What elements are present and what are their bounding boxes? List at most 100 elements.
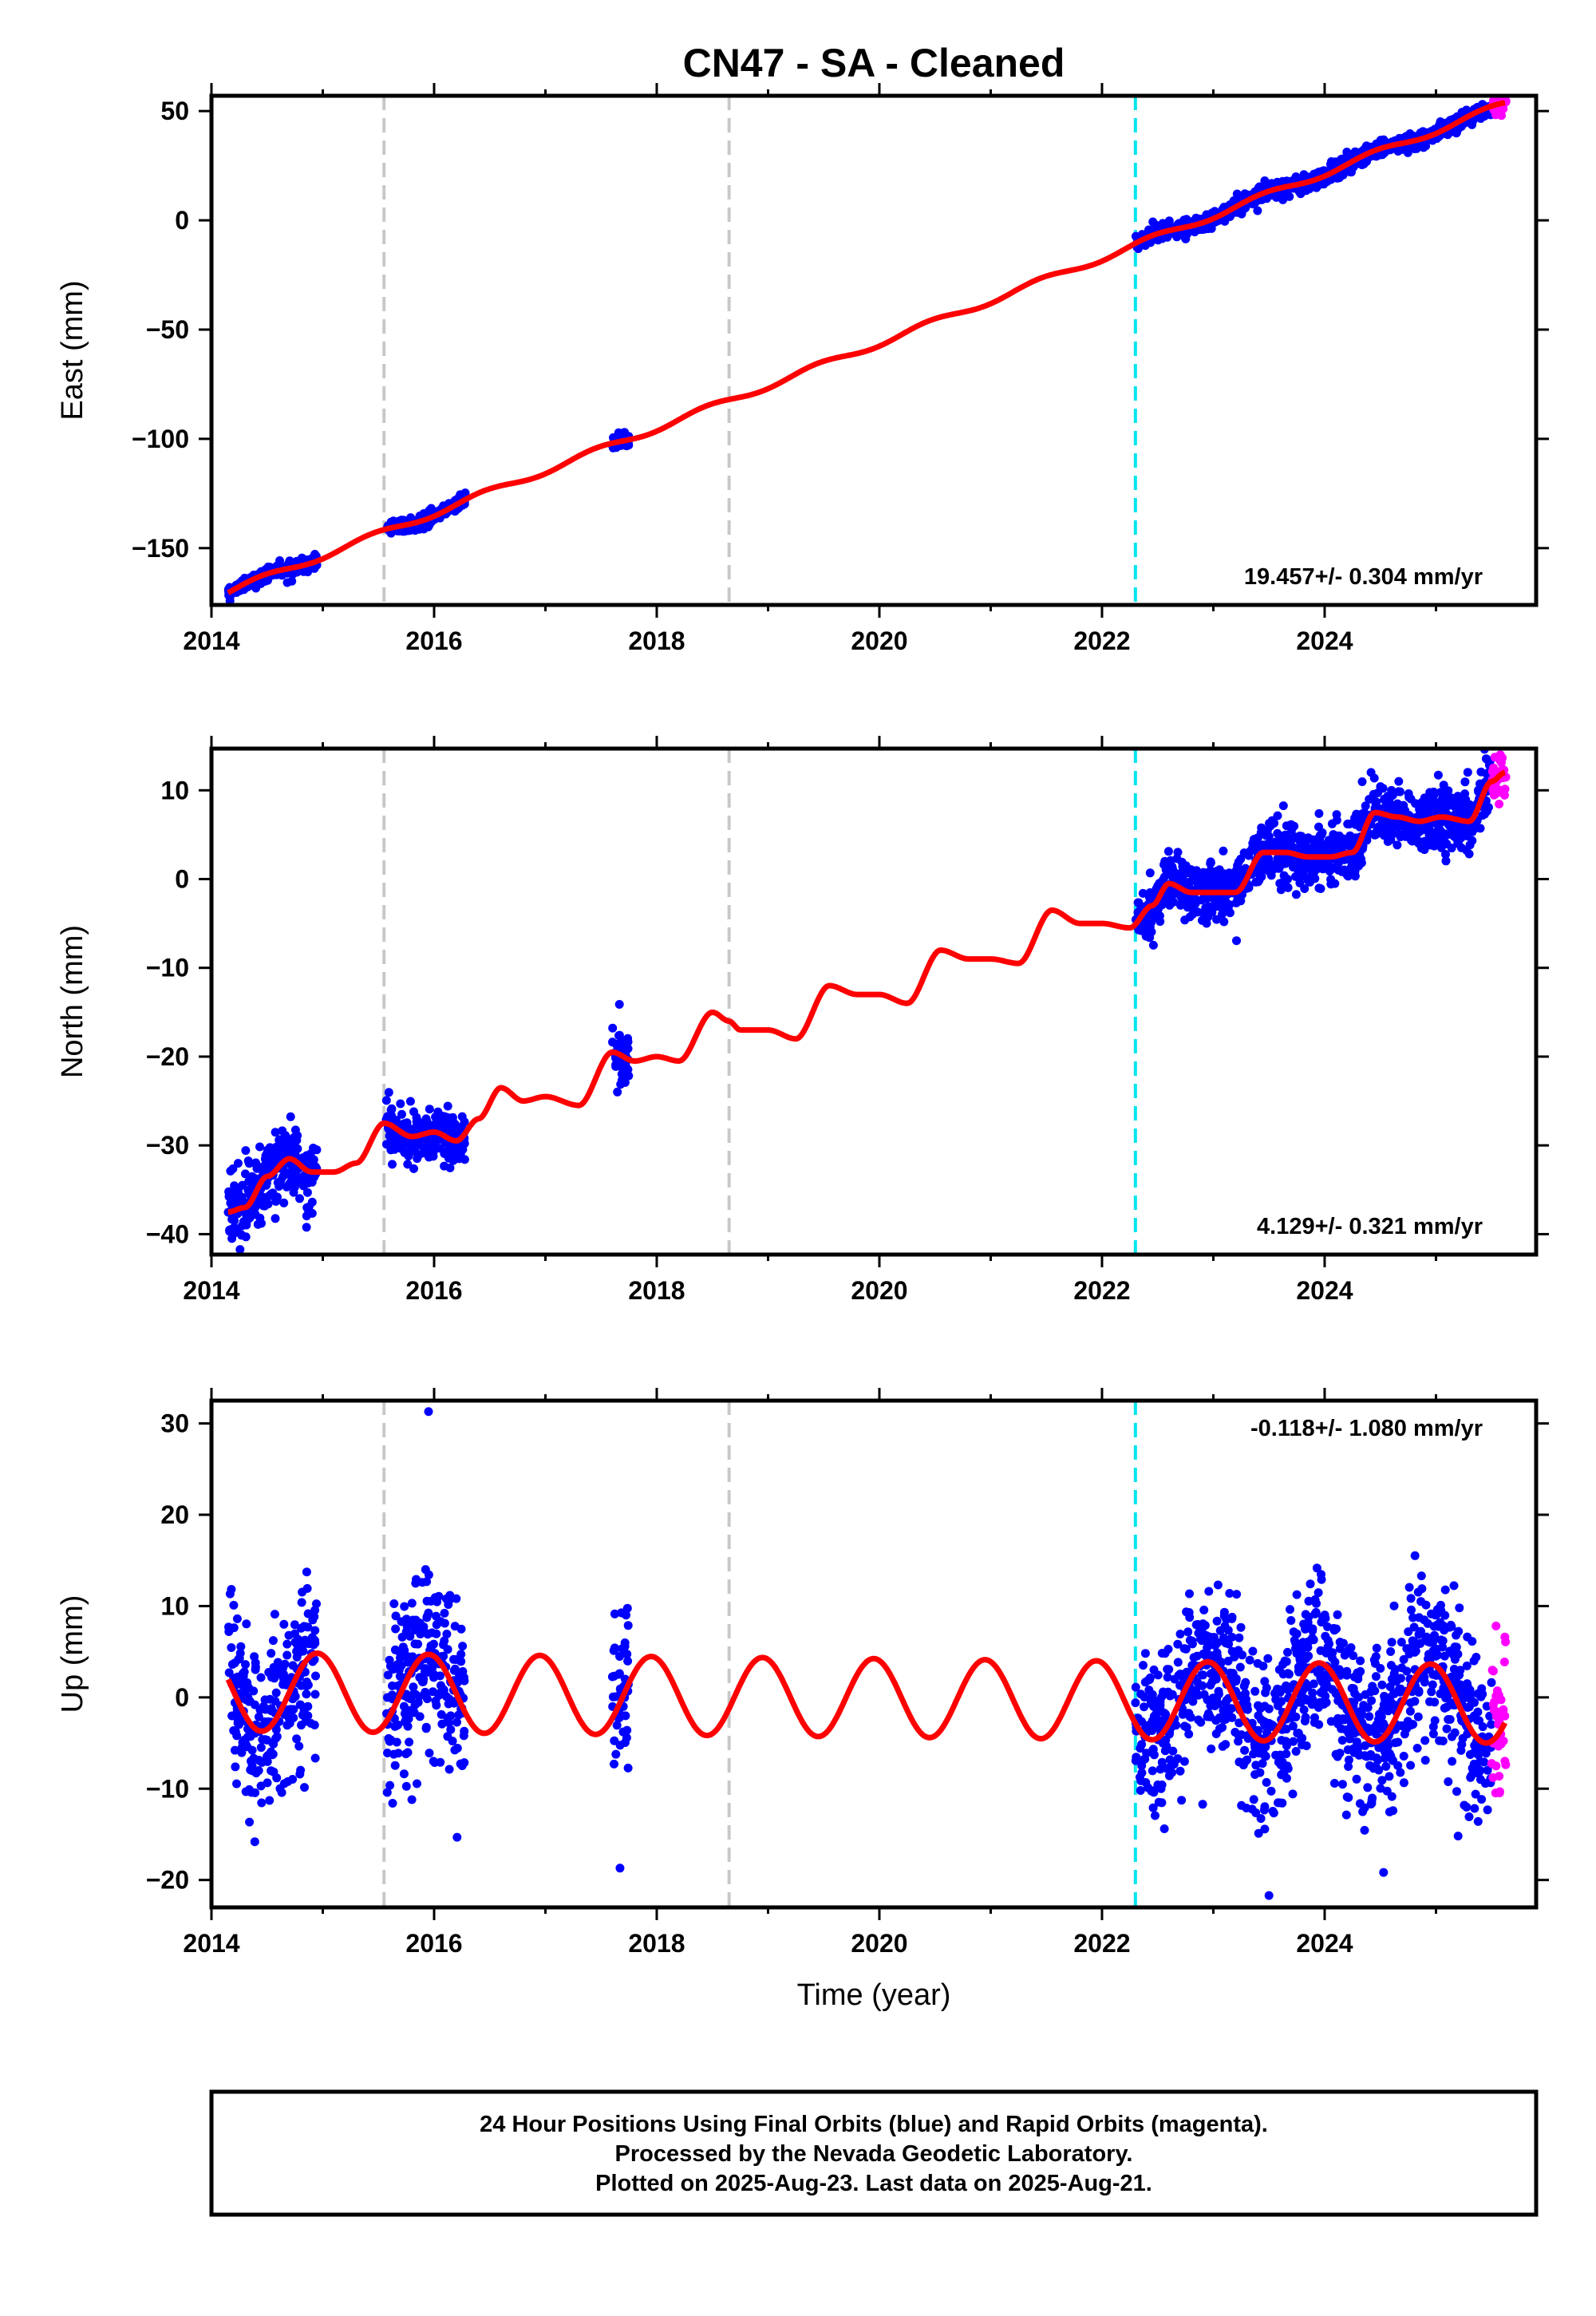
up-data-point — [1159, 1687, 1167, 1697]
up-data-point — [439, 1640, 448, 1650]
up-data-point — [1399, 1654, 1408, 1664]
north-data-point — [241, 1146, 251, 1156]
up-data-point — [429, 1673, 438, 1682]
up-data-point — [1310, 1713, 1319, 1722]
north-data-point — [1286, 820, 1296, 829]
up-data-point — [1148, 1803, 1158, 1812]
up-data-point — [229, 1600, 239, 1610]
up-data-point — [1330, 1658, 1340, 1667]
north-ytick-label: 10 — [160, 776, 189, 804]
up-data-point — [1408, 1613, 1418, 1622]
up-data-point — [1274, 1757, 1283, 1767]
up-data-point — [422, 1611, 432, 1621]
up-data-point — [402, 1622, 412, 1631]
east-xtick-label: 2018 — [628, 626, 685, 655]
north-data-point — [225, 1227, 235, 1236]
north-data-point — [295, 1194, 304, 1203]
up-data-point — [1390, 1738, 1400, 1748]
up-data-point — [1385, 1807, 1394, 1816]
east-data-point — [1210, 207, 1219, 216]
north-data-point — [1309, 844, 1318, 854]
up-data-point — [1376, 1784, 1385, 1793]
north-data-point — [384, 1088, 393, 1097]
north-data-point — [1341, 837, 1351, 847]
up-data-point — [1427, 1687, 1436, 1697]
north-data-point — [235, 1245, 245, 1255]
north-data-point — [1289, 860, 1298, 868]
east-data-point — [1331, 157, 1341, 167]
east-ytick-label: −150 — [132, 534, 189, 563]
up-data-point — [1331, 1689, 1341, 1698]
up-data-point — [1379, 1867, 1389, 1877]
up-data-point — [1438, 1642, 1448, 1652]
north-xtick-label: 2018 — [628, 1276, 685, 1305]
up-data-point — [1385, 1682, 1395, 1691]
up-data-point — [390, 1761, 400, 1770]
north-data-point — [450, 1120, 460, 1129]
up-data-point — [429, 1757, 438, 1766]
up-outlier-point — [407, 1795, 417, 1804]
up-data-point — [610, 1646, 619, 1654]
up-data-point — [1395, 1687, 1404, 1697]
north-data-point — [281, 1131, 290, 1140]
up-data-point — [1354, 1750, 1364, 1760]
north-data-point — [230, 1216, 239, 1226]
north-data-point — [1369, 789, 1378, 799]
north-data-point — [279, 1198, 289, 1207]
up-data-point — [1414, 1630, 1424, 1639]
up-data-point — [229, 1623, 239, 1633]
east-data-point — [1421, 141, 1431, 151]
east-ytick-label: −100 — [132, 425, 189, 453]
up-data-point — [227, 1643, 236, 1652]
up-data-point — [1162, 1741, 1171, 1751]
up-data-point — [1440, 1626, 1449, 1635]
up-data-point — [1234, 1737, 1243, 1746]
east-data-point — [1253, 206, 1262, 215]
up-data-point — [1453, 1832, 1463, 1841]
up-data-point — [1438, 1737, 1448, 1745]
up-data-point — [1404, 1583, 1414, 1592]
up-data-point — [1245, 1655, 1254, 1665]
north-data-point — [1291, 890, 1301, 899]
up-data-point — [1237, 1800, 1246, 1810]
up-data-point — [311, 1671, 320, 1681]
up-data-point — [286, 1705, 295, 1715]
up-data-point — [1283, 1669, 1293, 1678]
up-data-point — [610, 1736, 619, 1745]
east-xtick-label: 2022 — [1073, 626, 1130, 655]
north-model-line — [227, 769, 1506, 1215]
north-data-point — [1215, 865, 1224, 875]
up-data-point — [1445, 1646, 1455, 1656]
up-data-point — [1286, 1605, 1294, 1614]
north-data-point — [381, 1140, 391, 1149]
up-data-point — [1250, 1770, 1260, 1779]
up-data-point — [1289, 1737, 1298, 1746]
up-data-point — [1323, 1635, 1333, 1645]
north-data-point — [1178, 896, 1187, 905]
north-rate-label: 4.129+/- 0.321 mm/yr — [1257, 1214, 1483, 1239]
up-data-point — [1278, 1660, 1288, 1669]
up-data-point — [409, 1690, 418, 1699]
up-data-point — [1141, 1778, 1151, 1787]
up-data-point — [384, 1733, 393, 1743]
up-data-point — [232, 1614, 242, 1623]
up-data-point — [1323, 1622, 1332, 1631]
north-rapid-point — [1495, 800, 1504, 808]
north-data-point — [1478, 811, 1487, 820]
up-data-point — [456, 1624, 466, 1634]
up-data-point — [1392, 1677, 1401, 1686]
up-data-point — [1236, 1622, 1246, 1632]
north-data-point — [1476, 767, 1486, 777]
north-data-point — [1357, 809, 1366, 819]
up-data-point — [620, 1642, 630, 1651]
up-data-point — [382, 1788, 392, 1797]
up-data-point — [1165, 1691, 1175, 1701]
up-data-point — [1428, 1722, 1438, 1732]
north-data-point — [1290, 832, 1299, 841]
north-ytick-label: 0 — [175, 865, 189, 894]
north-data-point — [397, 1109, 406, 1119]
north-data-point — [411, 1123, 421, 1132]
up-data-point — [1410, 1638, 1419, 1646]
up-data-point — [1382, 1786, 1392, 1796]
up-data-point — [1249, 1795, 1258, 1804]
